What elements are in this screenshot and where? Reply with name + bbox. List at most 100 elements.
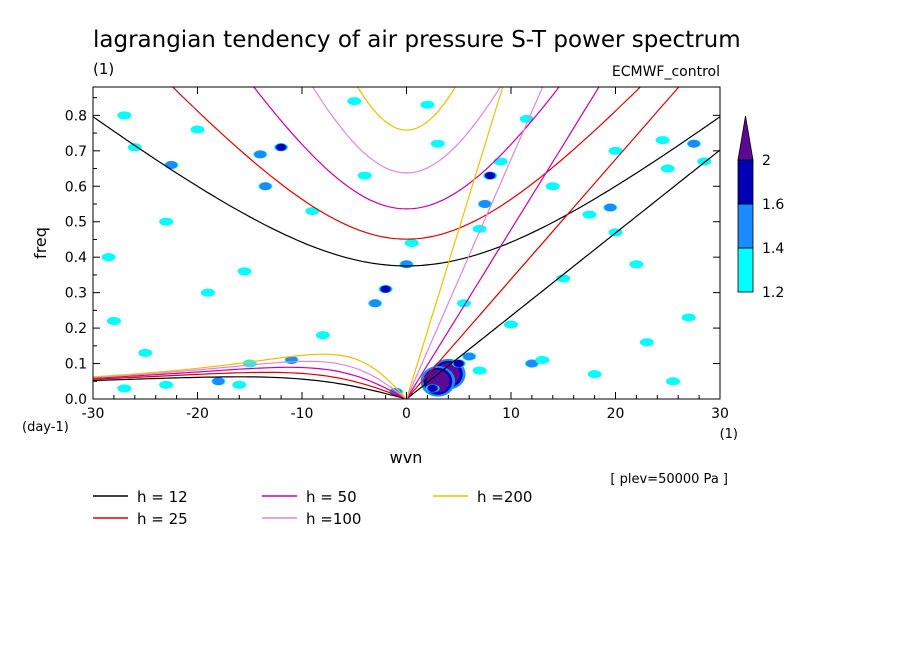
contour-patch-l0 xyxy=(232,380,247,389)
contour-patch-l0 xyxy=(665,377,680,386)
curve-ig-h25 xyxy=(171,87,642,240)
curve-ig-h100 xyxy=(311,87,502,174)
contour-patch-l0 xyxy=(357,171,372,180)
contour-patch-l0 xyxy=(347,97,362,106)
x-axis-label: wvn xyxy=(390,448,423,467)
contour-patch-l1 xyxy=(687,139,700,148)
contour-patch-l1 xyxy=(525,359,538,368)
y-tick-label: 0.1 xyxy=(65,357,87,373)
curve-rossby-h200 xyxy=(93,353,407,399)
curve-kelvin-h25 xyxy=(406,87,680,399)
curve-kelvin-h200 xyxy=(405,87,504,399)
legend-label: h = 50 xyxy=(306,488,357,506)
x-tick-label: 20 xyxy=(607,406,625,422)
x-tick-label: 30 xyxy=(711,406,729,422)
axis-ticks: -30 -20 -10 0 10 20 30 0.0 0.1 0.2 0.3 0.4 0.5 0.6 0.7… xyxy=(65,87,729,422)
x-unit-label: (1) xyxy=(720,427,738,442)
y-unit-label: (day-1) xyxy=(22,420,69,435)
y-tick-label: 0.3 xyxy=(65,286,87,302)
contour-patch-l0 xyxy=(545,182,560,191)
legend-label: h =100 xyxy=(306,510,361,528)
contour-patch-l0 xyxy=(237,267,252,276)
contour-patch-l2 xyxy=(380,285,391,293)
contour-patch-l1 xyxy=(259,182,272,191)
contour-patch-l2 xyxy=(276,143,287,151)
curve-rossby-h25 xyxy=(93,371,407,399)
chart-subtitle-right: ECMWF_control xyxy=(612,64,720,80)
y-tick-label: 0.7 xyxy=(65,144,87,160)
contour-patch-l0 xyxy=(117,111,132,120)
curve-ig-h50 xyxy=(253,87,560,210)
contour-patch-l0 xyxy=(159,217,174,226)
colorbar-segment xyxy=(737,159,754,205)
chart-subtitle-left: (1) xyxy=(93,60,114,78)
x-tick-label: 10 xyxy=(502,406,520,422)
contour-patch-l0 xyxy=(420,100,435,109)
chart-title: lagrangian tendency of air pressure S-T … xyxy=(93,27,741,53)
contour-patch-l0 xyxy=(101,253,116,262)
contour-patch-l1 xyxy=(254,150,267,159)
y-axis-label: freq xyxy=(31,227,50,259)
contour-patch-l0 xyxy=(608,146,623,155)
contour-patch-l1 xyxy=(400,260,413,269)
legend-label: h =200 xyxy=(477,488,532,506)
dispersion-curves xyxy=(93,87,720,399)
contour-patch-l0 xyxy=(106,317,121,325)
curve-rossby-h50 xyxy=(93,366,407,399)
colorbar-label: 2 xyxy=(762,153,771,169)
contour-patch-l0 xyxy=(629,260,644,269)
contour-patch-l0 xyxy=(472,366,487,375)
x-tick-label: -30 xyxy=(82,406,105,422)
legend-label: h = 12 xyxy=(137,488,188,506)
y-tick-label: 0.2 xyxy=(65,321,87,337)
contour-patch-l0 xyxy=(472,224,487,233)
contour-patch-l0 xyxy=(660,164,675,173)
curve-ig-h12 xyxy=(93,116,720,267)
curve-rossby-h100 xyxy=(93,360,407,399)
contour-patch-l0 xyxy=(138,348,153,357)
contour-patch-l1 xyxy=(604,203,617,212)
colorbar-label: 1.2 xyxy=(762,285,784,301)
contour-patch-l0 xyxy=(556,274,571,283)
contour-patch-l0 xyxy=(117,384,132,393)
curve-legend: h = 12 h = 25 h = 50 h =100 h =200 xyxy=(93,488,532,528)
curve-ig-h200 xyxy=(357,87,457,131)
contour-patch-l0 xyxy=(305,207,320,216)
contour-patch-l0 xyxy=(535,356,550,364)
colorbar-triangle xyxy=(737,115,754,161)
curve-rossby-h12 xyxy=(93,376,407,399)
contour-patch-l0 xyxy=(655,136,670,145)
x-tick-label: 0 xyxy=(402,406,411,422)
colorbar-segment xyxy=(737,203,754,249)
contour-patch-l0 xyxy=(159,380,174,389)
colorbar-label: 1.6 xyxy=(762,197,784,213)
contour-patch-l0 xyxy=(200,288,215,297)
contour-patch-l2 xyxy=(485,172,496,180)
y-tick-label: 0.6 xyxy=(65,179,87,195)
contour-patch-l0 xyxy=(582,210,597,219)
plev-note: [ plev=50000 Pa ] xyxy=(610,472,728,487)
spectrum-contours xyxy=(101,97,712,397)
contour-patch-l0 xyxy=(587,370,602,379)
colorbar-label: 1.4 xyxy=(762,241,784,257)
curve-kelvin-h12 xyxy=(406,149,720,399)
contour-patch-l0 xyxy=(127,143,142,152)
contour-patch-l0 xyxy=(493,157,508,166)
contour-patch-l0 xyxy=(404,239,419,247)
contour-patch-l1 xyxy=(463,352,476,361)
curve-kelvin-h50 xyxy=(405,87,600,399)
contour-patch-l0 xyxy=(190,125,205,134)
contour-patch-l0 xyxy=(639,338,654,347)
y-tick-label: 0.4 xyxy=(65,250,87,266)
contour-patch-l0 xyxy=(315,331,330,340)
contour-patch-l0 xyxy=(681,313,696,322)
contour-patch-l1 xyxy=(369,299,382,308)
legend-label: h = 25 xyxy=(137,510,188,528)
y-tick-label: 0.8 xyxy=(65,108,87,124)
colorbar-segment xyxy=(737,247,754,293)
x-tick-label: -20 xyxy=(186,406,209,422)
y-tick-label: 0.5 xyxy=(65,215,87,231)
contour-patch-l0 xyxy=(430,139,445,148)
contour-patch-l0 xyxy=(504,320,518,329)
